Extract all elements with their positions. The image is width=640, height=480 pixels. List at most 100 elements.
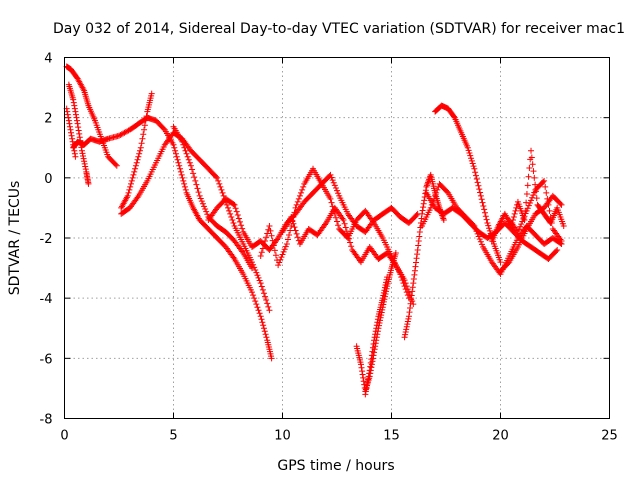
data-point-interp bbox=[360, 374, 367, 381]
data-point-interp bbox=[293, 230, 300, 237]
data-point-interp bbox=[80, 155, 87, 162]
data-point-interp bbox=[79, 150, 86, 157]
data-point-interp bbox=[213, 173, 220, 180]
data-point-interp bbox=[475, 182, 482, 189]
y-axis-title: SDTVAR / TECUs bbox=[7, 181, 23, 296]
data-point bbox=[292, 204, 299, 211]
data-point-interp bbox=[264, 300, 271, 307]
data-point-interp bbox=[486, 225, 493, 232]
data-point-interp bbox=[367, 363, 374, 370]
x-tick-label: 25 bbox=[601, 429, 618, 444]
data-point-interp bbox=[178, 171, 185, 178]
data-point-interp bbox=[229, 216, 236, 223]
x-tick-labels: 0 5 10 15 20 25 bbox=[60, 429, 617, 444]
data-point-interp bbox=[143, 113, 150, 120]
data-point-interp bbox=[132, 165, 139, 172]
data-point-interp bbox=[402, 280, 409, 287]
data-point-interp bbox=[181, 183, 188, 190]
data-point bbox=[523, 207, 530, 214]
data-point-interp bbox=[330, 179, 337, 186]
data-point-interp bbox=[518, 221, 525, 228]
data-point-interp bbox=[112, 161, 119, 168]
data-point-interp bbox=[172, 147, 179, 154]
data-point bbox=[514, 228, 521, 235]
data-point bbox=[497, 259, 504, 266]
data-point-interp bbox=[136, 150, 143, 157]
data-point-interp bbox=[468, 155, 475, 162]
data-point bbox=[464, 144, 471, 151]
data-point-interp bbox=[230, 219, 237, 226]
data-point bbox=[68, 129, 75, 136]
data-point-interp bbox=[81, 160, 88, 167]
data-point bbox=[74, 120, 81, 127]
data-point-interp bbox=[432, 192, 439, 199]
data-point-interp bbox=[251, 295, 258, 302]
data-point-interp bbox=[557, 200, 564, 207]
data-point-interp bbox=[334, 187, 340, 194]
data-point bbox=[371, 337, 378, 344]
data-point-interp bbox=[363, 385, 370, 392]
data-point bbox=[72, 153, 79, 160]
data-point-interp bbox=[524, 205, 531, 212]
y-tick-label: -4 bbox=[40, 292, 53, 307]
data-point-interp bbox=[220, 192, 227, 199]
data-point-interp bbox=[472, 169, 479, 176]
data-point-interp bbox=[181, 180, 188, 187]
data-point-interp bbox=[543, 189, 550, 196]
data-point-interp bbox=[405, 315, 412, 322]
data-point bbox=[558, 238, 565, 245]
data-point-interp bbox=[332, 184, 339, 191]
data-point-interp bbox=[403, 326, 410, 333]
data-point-interp bbox=[253, 301, 260, 308]
data-point-interp bbox=[409, 288, 416, 295]
data-point-interp bbox=[411, 267, 418, 274]
y-tick-label: 4 bbox=[44, 52, 52, 67]
data-point-interp bbox=[511, 210, 518, 217]
data-point-interp bbox=[416, 228, 423, 235]
data-point-interp bbox=[262, 238, 269, 245]
data-point-interp bbox=[530, 192, 537, 199]
data-point bbox=[257, 253, 264, 260]
data-point bbox=[268, 355, 275, 362]
data-point-interp bbox=[380, 289, 387, 296]
y-tick-label: -6 bbox=[40, 352, 53, 367]
data-point-interp bbox=[64, 108, 71, 115]
data-point-interp bbox=[239, 225, 246, 232]
data-point-interp bbox=[548, 219, 555, 226]
data-point-interp bbox=[359, 368, 366, 375]
data-point bbox=[560, 222, 567, 229]
data-point-interp bbox=[286, 231, 293, 238]
data-point-interp bbox=[482, 213, 489, 220]
data-point bbox=[78, 147, 85, 154]
data-point-interp bbox=[252, 266, 259, 273]
data-point-interp bbox=[331, 182, 338, 189]
data-point-interp bbox=[75, 124, 82, 131]
data-point bbox=[558, 201, 565, 208]
data-point-interp bbox=[262, 331, 269, 338]
data-point-interp bbox=[526, 165, 533, 172]
data-point-interp bbox=[334, 218, 340, 225]
data-point-interp bbox=[260, 241, 267, 248]
data-point-interp bbox=[365, 373, 372, 380]
data-point-interp bbox=[406, 309, 413, 316]
data-point-interp bbox=[238, 222, 245, 229]
data-point-interp bbox=[409, 284, 416, 291]
data-point bbox=[231, 201, 238, 208]
data-point-interp bbox=[342, 224, 349, 231]
data-point-interp bbox=[523, 191, 530, 198]
data-point-interp bbox=[374, 316, 381, 323]
data-point-interp bbox=[402, 329, 409, 336]
data-point-interp bbox=[175, 159, 182, 166]
data-point-interp bbox=[197, 195, 204, 202]
data-point bbox=[137, 144, 144, 151]
data-point bbox=[484, 219, 491, 226]
data-point-interp bbox=[444, 188, 451, 195]
data-point bbox=[327, 171, 334, 178]
data-point-interp bbox=[65, 117, 72, 124]
data-point-interp bbox=[255, 307, 262, 314]
data-point-interp bbox=[546, 207, 553, 214]
data-point-interp bbox=[300, 183, 307, 190]
data-point-interp bbox=[480, 203, 487, 210]
data-point-interp bbox=[415, 238, 422, 245]
data-point-interp bbox=[328, 174, 335, 181]
